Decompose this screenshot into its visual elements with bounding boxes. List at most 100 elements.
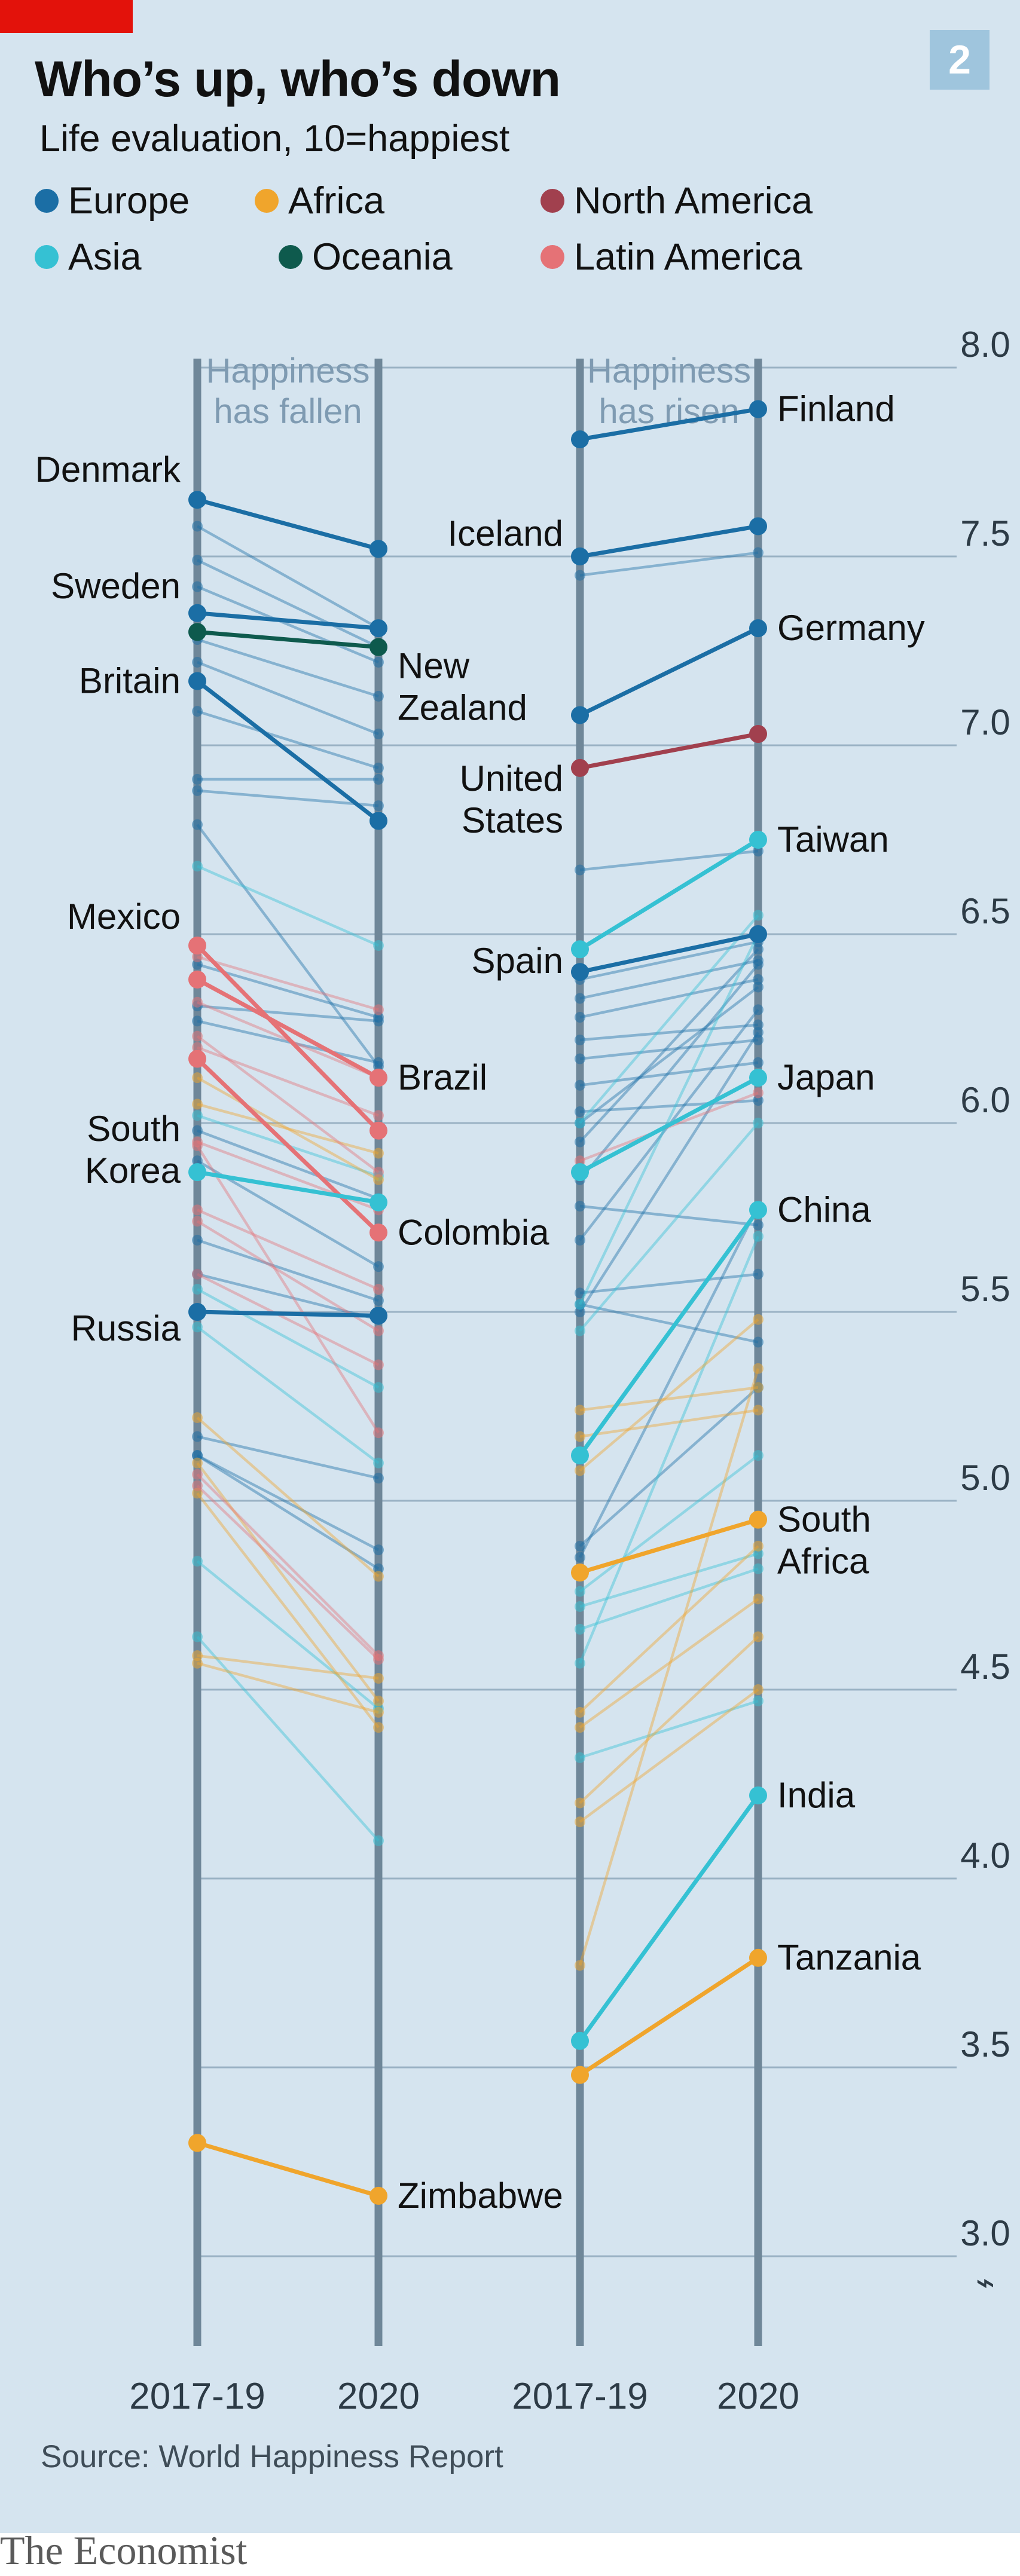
- background-series-line: [196, 1145, 380, 1434]
- highlight-point: [188, 491, 206, 509]
- background-series-line: [196, 1485, 380, 1661]
- x-axis-label: 2017-19: [129, 2376, 265, 2417]
- highlight-point: [749, 831, 767, 849]
- highlight-point: [749, 925, 767, 943]
- background-series-line: [196, 1454, 380, 1552]
- y-tick-label: 4.5: [960, 1647, 1010, 1687]
- background-point: [753, 981, 764, 993]
- country-label: Zealand: [398, 688, 527, 728]
- background-point: [192, 1657, 203, 1669]
- highlight-series-line: [579, 1076, 759, 1174]
- background-point: [575, 1816, 585, 1828]
- chart-number-badge: 2: [930, 30, 990, 90]
- legend-label: Europe: [68, 180, 190, 222]
- background-series-line: [197, 1129, 379, 1200]
- background-point: [373, 1261, 384, 1272]
- background-series-line: [197, 955, 379, 1011]
- background-point: [192, 1099, 203, 1110]
- y-tick-label: 4.0: [960, 1835, 1010, 1876]
- background-point: [575, 993, 585, 1004]
- background-point: [753, 910, 764, 921]
- highlight-point: [369, 638, 387, 656]
- background-point: [192, 1631, 203, 1642]
- background-point: [192, 1030, 203, 1042]
- background-point: [753, 547, 764, 558]
- country-label: New: [398, 646, 470, 686]
- background-point: [373, 656, 384, 668]
- background-point: [753, 1219, 764, 1231]
- highlight-point: [571, 706, 589, 724]
- highlight-point: [749, 725, 767, 744]
- y-tick-label: 7.0: [960, 702, 1010, 742]
- highlight-series-line: [579, 732, 759, 770]
- background-point: [192, 521, 203, 532]
- highlight-point: [369, 1193, 387, 1211]
- background-point: [373, 773, 384, 785]
- background-point: [753, 1027, 764, 1038]
- background-point: [192, 1431, 203, 1442]
- country-label: Tanzania: [777, 1938, 921, 1978]
- background-point: [373, 1174, 384, 1185]
- highlight-point: [188, 1050, 206, 1068]
- background-point: [575, 1797, 585, 1809]
- background-series-line: [196, 1417, 380, 1578]
- background-point: [192, 959, 203, 970]
- legend-dot-latin-america: [540, 245, 564, 269]
- country-label: States: [462, 800, 563, 840]
- axis-break-symbol: ⌁: [976, 2265, 995, 2300]
- highlight-series-line: [196, 679, 380, 823]
- background-series-line: [579, 963, 759, 1181]
- background-series-line: [579, 959, 759, 1000]
- background-series-line: [197, 660, 379, 736]
- background-point: [192, 1155, 203, 1167]
- country-label: Sweden: [51, 566, 181, 606]
- background-point: [192, 1015, 203, 1027]
- background-point: [575, 1307, 585, 1317]
- background-point: [192, 1556, 203, 1567]
- background-point: [753, 1057, 764, 1068]
- background-point: [575, 1586, 585, 1597]
- background-point: [753, 1019, 764, 1030]
- background-series-line: [196, 1492, 380, 1728]
- background-series-line: [579, 1454, 759, 1593]
- background-point: [575, 1299, 585, 1310]
- legend-label: Latin America: [574, 236, 802, 278]
- background-series-line: [196, 525, 380, 630]
- background-point: [373, 1457, 384, 1468]
- background-point: [192, 1125, 203, 1136]
- background-series-line: [196, 1288, 380, 1389]
- background-series-line: [578, 1206, 760, 1558]
- background-series-line: [579, 1598, 759, 1729]
- background-point: [373, 800, 384, 812]
- highlight-point: [188, 1163, 206, 1182]
- highlight-point: [571, 430, 589, 449]
- highlight-point: [369, 812, 387, 830]
- background-series-line: [579, 1303, 759, 1344]
- legend-item-latin-america: Latin America: [540, 235, 802, 279]
- background-point: [575, 1623, 585, 1635]
- background-point: [373, 1167, 384, 1178]
- background-series-line: [579, 1032, 759, 1313]
- background-point: [373, 1057, 384, 1068]
- legend-dot-oceania: [279, 245, 303, 269]
- background-point: [753, 1450, 764, 1461]
- background-series-line: [579, 1122, 759, 1332]
- background-series-line: [579, 1635, 759, 1804]
- background-point: [373, 1706, 384, 1718]
- background-point: [192, 1457, 203, 1468]
- highlight-point: [188, 604, 206, 622]
- background-point: [575, 1540, 585, 1552]
- legend-dot-africa: [255, 189, 279, 213]
- highlight-point: [188, 623, 206, 641]
- background-point: [753, 1540, 764, 1552]
- highlight-series-line: [197, 629, 379, 650]
- background-point: [575, 570, 585, 581]
- background-series-line: [196, 1220, 380, 1332]
- background-series-line: [579, 1545, 759, 1714]
- background-point: [373, 1325, 384, 1336]
- highlight-point: [369, 1121, 387, 1140]
- legend-item-north-america: North America: [540, 179, 813, 222]
- background-point: [753, 1593, 764, 1605]
- background-point: [575, 1201, 585, 1212]
